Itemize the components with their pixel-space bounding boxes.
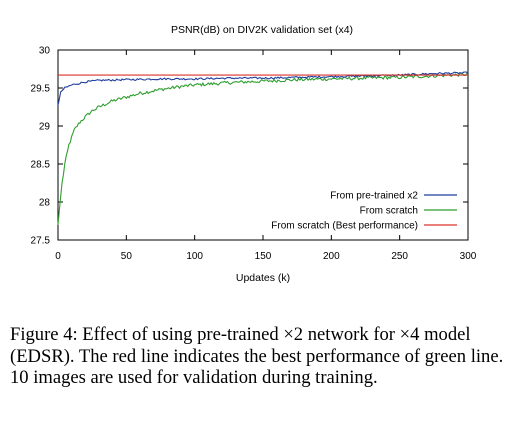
y-tick-label: 28.5 [31, 160, 51, 171]
series-line [57, 72, 469, 225]
x-tick-label: 250 [391, 251, 408, 262]
psnr-chart: PSNR(dB) on DIV2K validation set (x4) 0 5… [31, 24, 477, 284]
x-tick-label: 300 [460, 251, 477, 262]
y-tick-label: 30 [39, 46, 51, 57]
x-tick-label: 200 [323, 251, 340, 262]
y-tick-label: 29 [39, 122, 51, 133]
x-axis-label: Updates (k) [236, 272, 290, 284]
x-tick-label: 150 [255, 251, 272, 262]
x-tick-label: 100 [186, 251, 203, 262]
legend-label: From pre-trained x2 [330, 191, 418, 202]
legend-label: From scratch (Best performance) [271, 221, 418, 232]
series-layer [57, 71, 469, 225]
x-tick-label: 0 [55, 251, 61, 262]
y-tick-label: 28 [39, 198, 51, 209]
y-tick-label: 29.5 [31, 84, 51, 95]
chart-title: PSNR(dB) on DIV2K validation set (x4) [171, 24, 353, 36]
x-tick-label: 50 [121, 251, 133, 262]
legend-label: From scratch [360, 206, 418, 217]
legend: From pre-trained x2 From scratch From scra… [271, 191, 457, 232]
y-axis: 27.5 28 28.5 29 29.5 30 [31, 46, 468, 247]
figure-caption: Figure 4: Effect of using pre-trained ×2… [10, 324, 504, 388]
y-tick-label: 27.5 [31, 236, 51, 247]
x-axis: 0 50 100 150 200 250 300 [55, 50, 477, 262]
